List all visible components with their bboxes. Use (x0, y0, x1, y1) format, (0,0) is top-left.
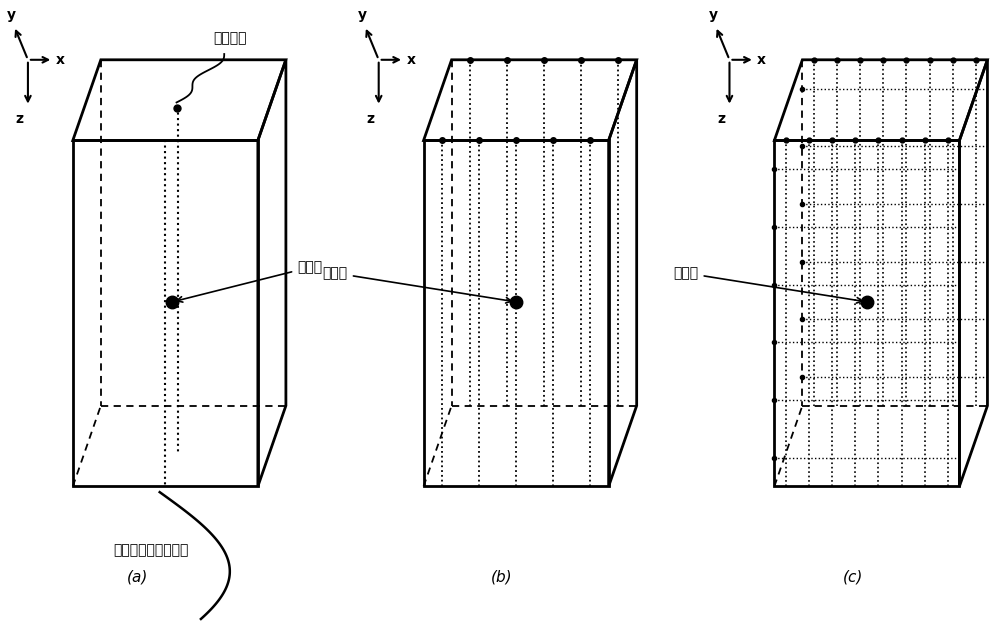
Text: y: y (7, 9, 16, 22)
Text: x: x (56, 53, 65, 67)
Text: z: z (717, 112, 725, 125)
Text: x: x (406, 53, 415, 67)
Text: z: z (16, 112, 24, 125)
Text: (b): (b) (491, 569, 513, 584)
Text: 吸收体: 吸收体 (674, 266, 862, 303)
Text: y: y (709, 9, 718, 22)
Text: y: y (358, 9, 367, 22)
Text: x: x (757, 53, 766, 67)
Text: 光激发点: 光激发点 (213, 31, 247, 45)
Text: (a): (a) (127, 569, 148, 584)
Text: z: z (366, 112, 374, 125)
Text: 吸收体: 吸收体 (177, 260, 322, 302)
Text: 光声信号的深度分布: 光声信号的深度分布 (114, 543, 189, 557)
Text: (c): (c) (843, 569, 863, 584)
Text: 吸收体: 吸收体 (323, 266, 512, 303)
